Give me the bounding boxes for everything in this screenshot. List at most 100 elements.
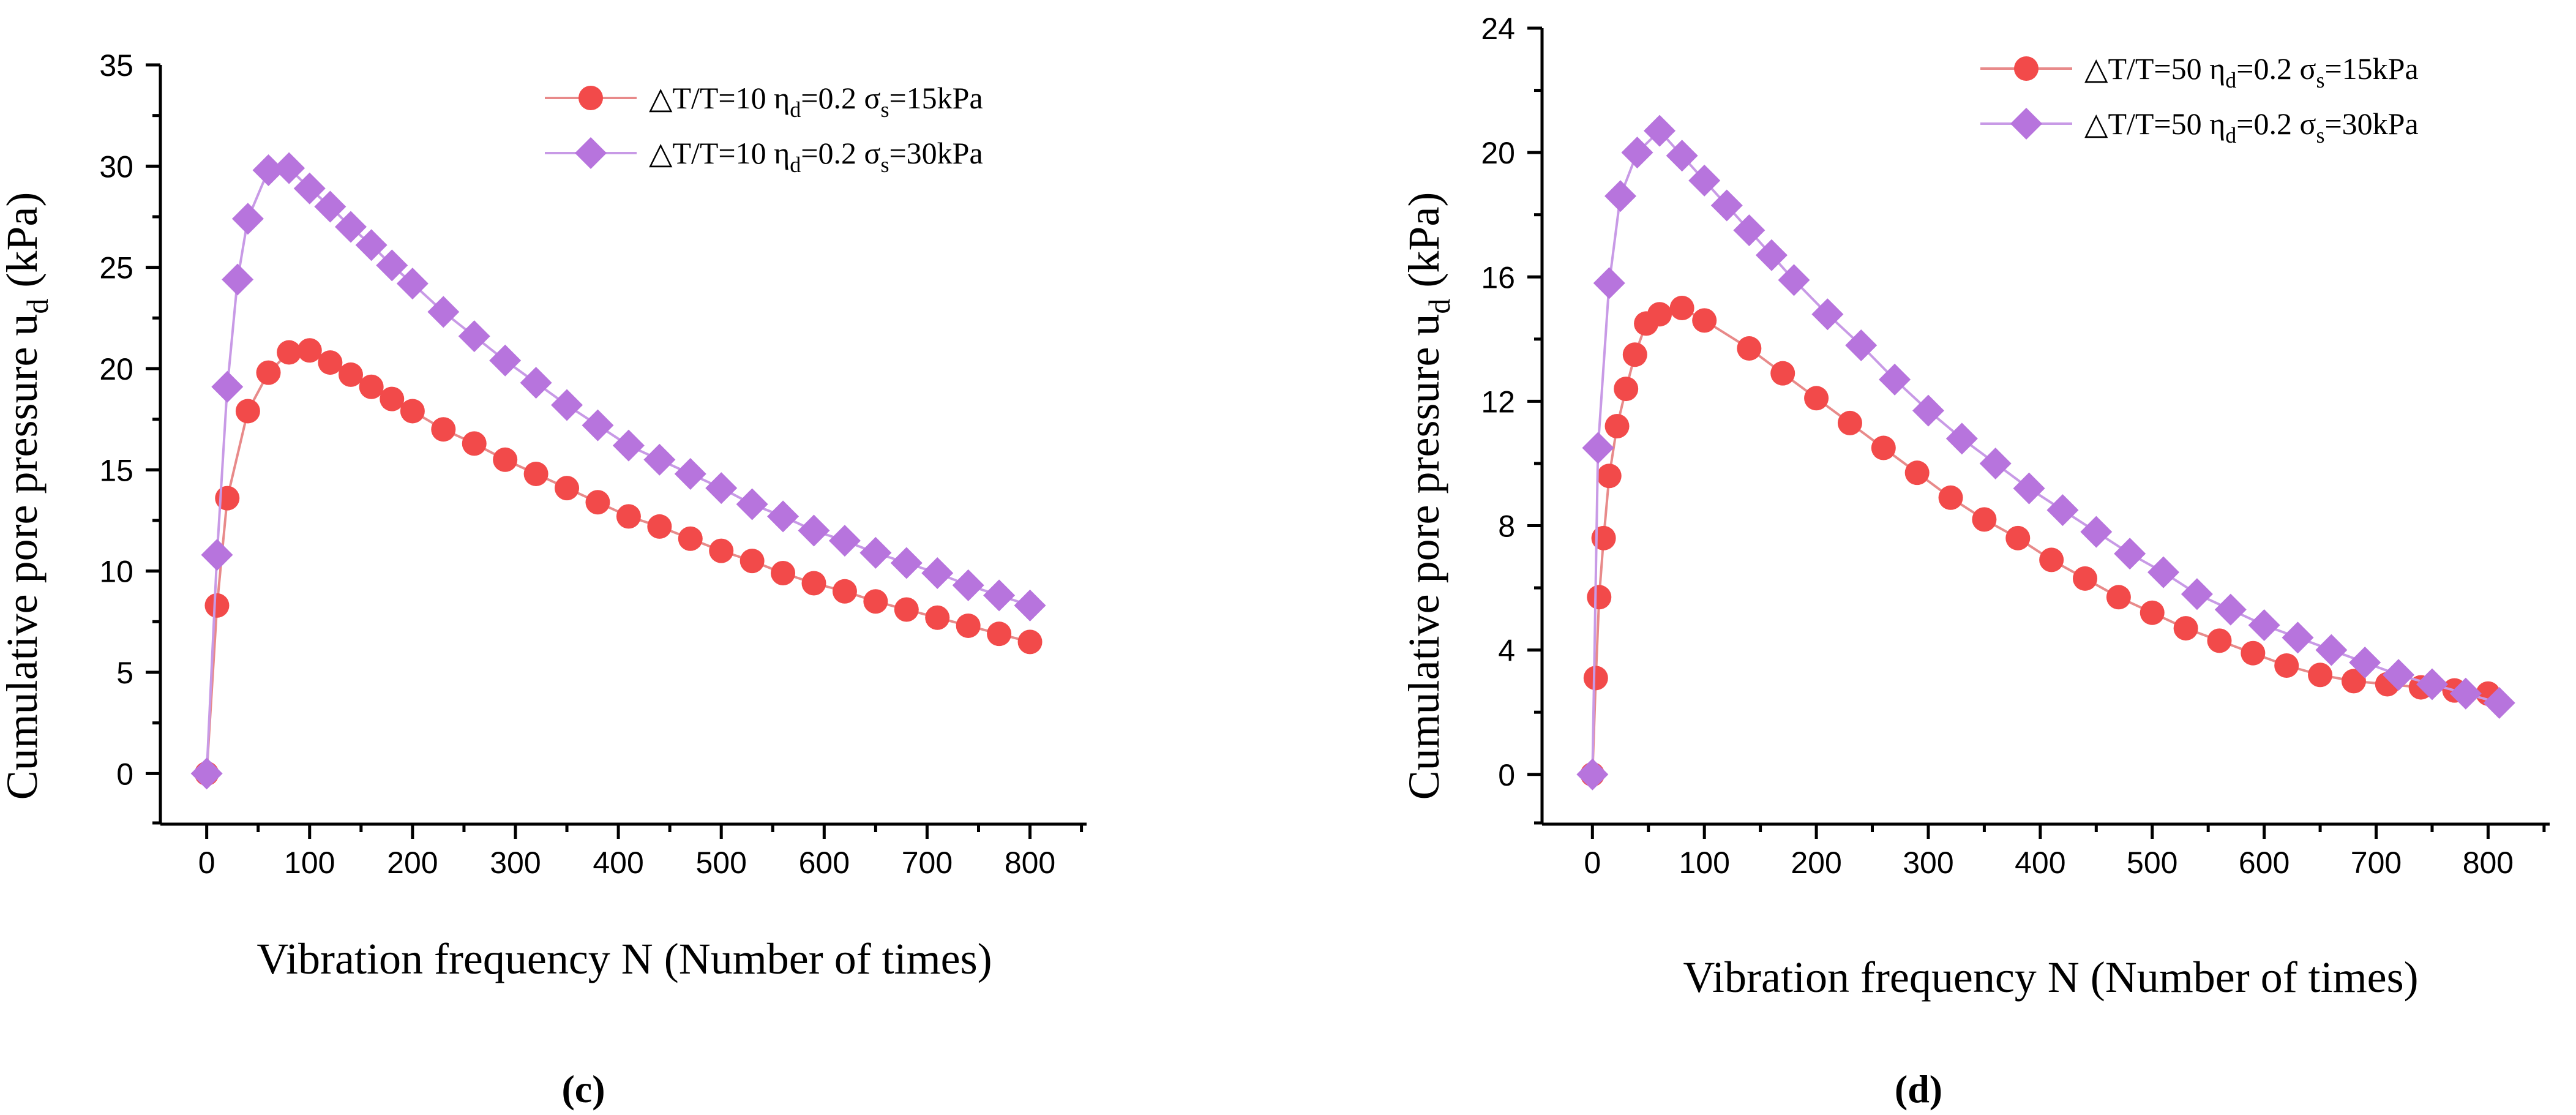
data-point: [616, 504, 641, 529]
data-point: [736, 488, 768, 520]
data-point: [612, 429, 645, 462]
y-tick-label: 10: [99, 555, 133, 589]
data-point: [2140, 600, 2165, 625]
legend-label: △T/T=50 ηd=0.2 σs=15kPa: [2084, 51, 2419, 92]
data-point: [2080, 516, 2113, 548]
data-point: [1593, 267, 1625, 299]
data-point: [1972, 507, 1997, 532]
data-point: [2349, 646, 2381, 678]
legend-label: △T/T=10 ηd=0.2 σs=30kPa: [649, 136, 983, 177]
data-point: [925, 605, 950, 630]
chart-panel-d: Cumulative pore pressure ud (kPa) 0 4 8 12 1…: [1399, 12, 2550, 1111]
data-point: [1017, 629, 1043, 655]
data-point: [585, 490, 610, 515]
x-tick-label: 800: [2463, 846, 2514, 880]
legend-entry: △T/T=50 ηd=0.2 σs=30kPa: [1980, 107, 2419, 148]
data-point: [201, 539, 233, 571]
data-point: [190, 757, 223, 790]
x-tick-label: 300: [1903, 846, 1953, 880]
data-point: [2383, 659, 2415, 691]
data-point: [2274, 653, 2299, 678]
data-point: [211, 370, 244, 403]
x-axis-label: Vibration frequency N (Number of times): [256, 934, 992, 983]
data-point: [359, 374, 384, 399]
data-point: [1587, 585, 1612, 610]
data-point: [2013, 472, 2045, 505]
data-point: [380, 386, 405, 411]
x-tick-label: 300: [490, 846, 541, 880]
data-point: [674, 457, 706, 490]
data-point: [801, 571, 826, 596]
data-point: [493, 447, 518, 472]
x-tick-label: 700: [2351, 846, 2402, 880]
data-point: [427, 296, 460, 328]
data-point: [890, 547, 923, 579]
svg-text:Cumulative pore pressure ud (k: Cumulative pore pressure ud (kPa): [1399, 192, 1456, 800]
data-point: [297, 338, 322, 363]
data-point: [798, 514, 830, 547]
data-point: [277, 340, 302, 365]
data-point: [339, 362, 364, 387]
x-tick-label: 200: [387, 846, 438, 880]
data-point: [1582, 432, 1614, 464]
panel-caption-c: (c): [561, 1067, 605, 1111]
y-tick-label: 12: [1481, 385, 1515, 419]
data-point: [1666, 140, 1698, 172]
data-point: [1591, 525, 1616, 550]
data-point: [1904, 460, 1930, 486]
data-point: [987, 621, 1012, 647]
y-tick-label: 4: [1498, 634, 1515, 668]
x-tick-label: 600: [2239, 846, 2290, 880]
y-tick-label: 20: [99, 352, 133, 386]
legend-entry: △T/T=50 ηd=0.2 σs=15kPa: [1980, 51, 2419, 92]
data-point: [2106, 585, 2131, 610]
data-point: [400, 399, 425, 424]
x-tick-label: 400: [2015, 846, 2065, 880]
legend-marker: [575, 137, 607, 169]
data-point: [2147, 556, 2180, 588]
x-tick-label: 0: [1584, 846, 1601, 880]
data-point: [1778, 264, 1810, 296]
data-point: [231, 203, 264, 235]
legend-marker: [2010, 108, 2042, 140]
legend-label: △T/T=50 ηd=0.2 σs=30kPa: [2084, 107, 2419, 148]
data-point: [983, 579, 1016, 612]
data-point: [1604, 180, 1637, 212]
data-point: [1837, 410, 1862, 435]
x-axis-label: Vibration frequency N (Number of times): [1683, 953, 2418, 1002]
data-point: [1770, 361, 1795, 386]
y-tick-label: 35: [99, 48, 133, 83]
data-point: [1979, 447, 2012, 479]
x-tick-label: 0: [198, 846, 215, 880]
x-tick-label: 400: [593, 846, 643, 880]
data-point: [1647, 302, 1672, 327]
data-point: [204, 593, 230, 618]
data-point: [273, 152, 305, 184]
y-axis-label: Cumulative pore pressure ud (kPa): [1399, 192, 1456, 800]
x-tick-label: 500: [2127, 846, 2177, 880]
x-tick-label: 800: [1005, 846, 1055, 880]
y-tick-label: 24: [1481, 12, 1515, 46]
data-point: [1014, 589, 1046, 621]
data-point: [1945, 422, 1978, 455]
data-point: [458, 320, 490, 353]
data-point: [678, 526, 703, 551]
data-point: [643, 443, 676, 476]
data-point: [1621, 137, 1653, 169]
data-point: [1845, 329, 1878, 361]
y-tick-label: 8: [1498, 509, 1515, 544]
data-point: [1604, 414, 1630, 438]
data-point: [2207, 628, 2232, 653]
data-point: [551, 389, 583, 421]
data-point: [2241, 640, 2266, 666]
data-point: [2282, 621, 2314, 654]
legend: △T/T=50 ηd=0.2 σs=15kPa △T/T=50 ηd=0.2 σs…: [1980, 51, 2419, 148]
data-point: [2039, 547, 2064, 573]
data-point: [314, 190, 346, 223]
data-point: [1614, 377, 1639, 402]
y-tick-label: 15: [99, 453, 133, 487]
data-point: [293, 172, 326, 205]
x-tick-label: 100: [284, 846, 335, 880]
data-point: [2449, 677, 2482, 710]
